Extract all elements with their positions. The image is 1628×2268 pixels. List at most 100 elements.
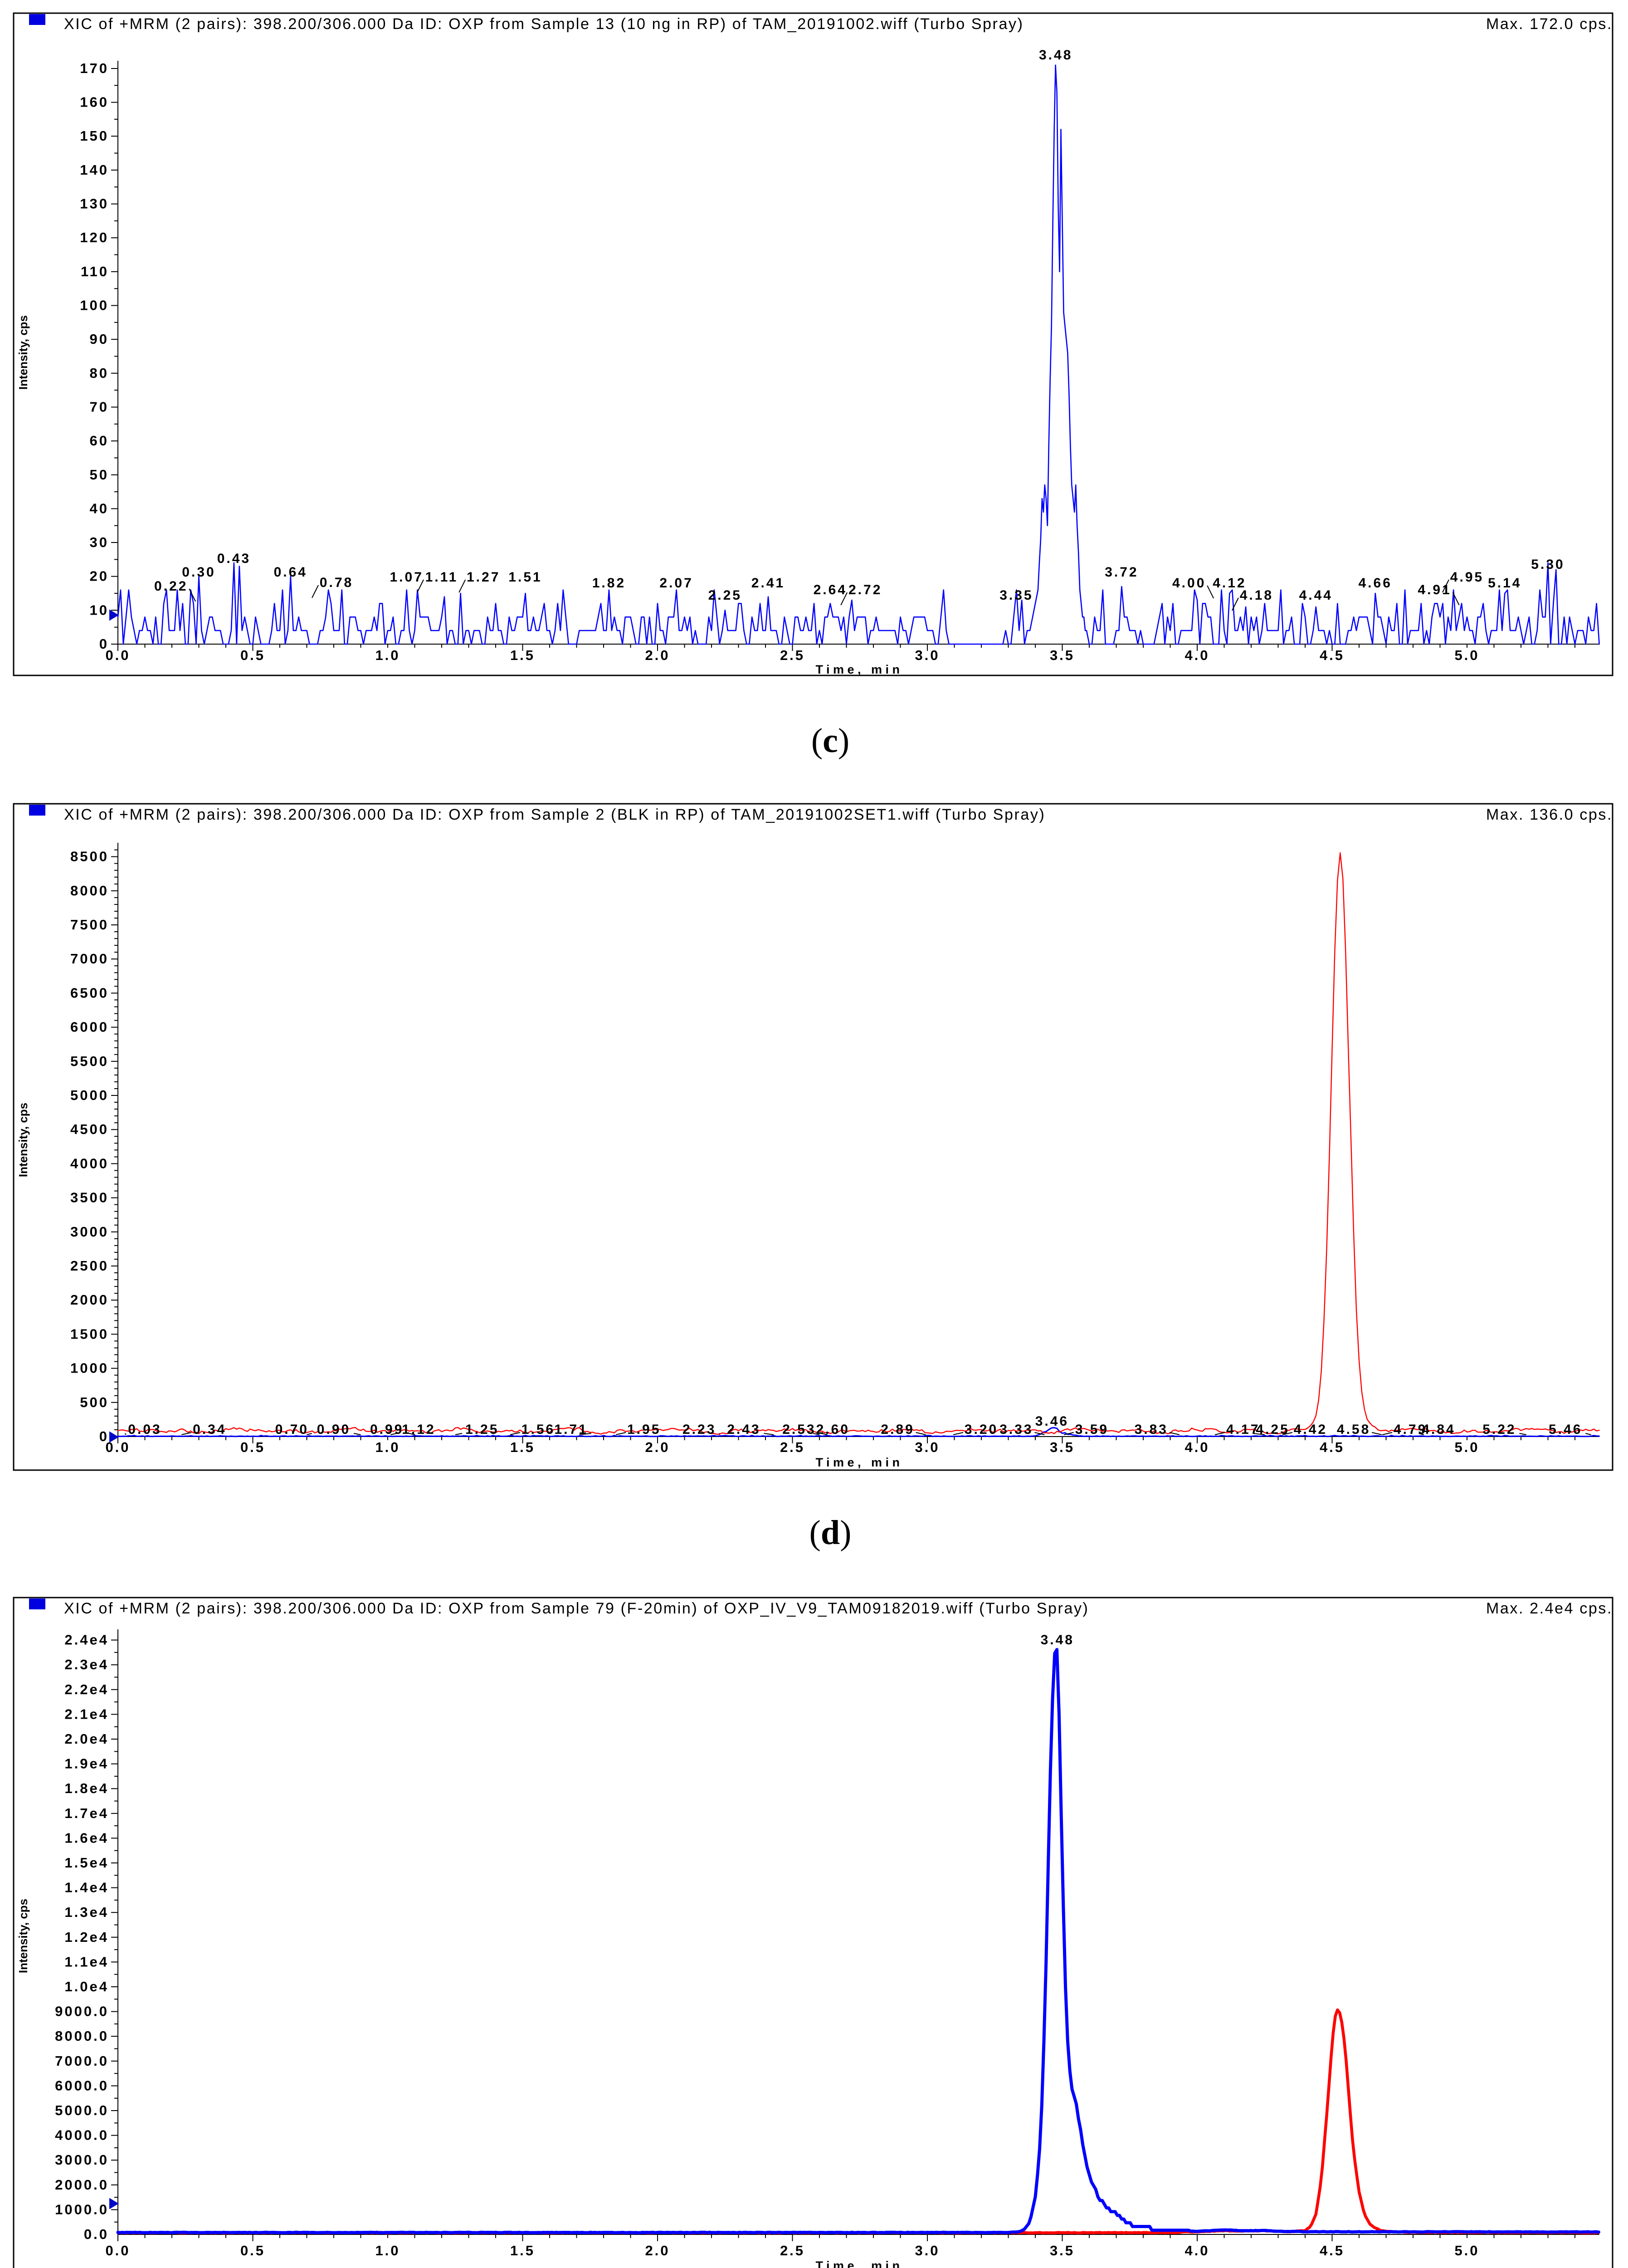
svg-text:4.58: 4.58 [1337, 1422, 1370, 1437]
svg-text:2.0: 2.0 [645, 1439, 670, 1455]
svg-text:4.79: 4.79 [1394, 1422, 1427, 1437]
svg-text:170: 170 [80, 60, 109, 76]
svg-text:1.9e4: 1.9e4 [64, 1756, 109, 1772]
svg-text:1.82: 1.82 [592, 576, 626, 591]
svg-text:2.3e4: 2.3e4 [64, 1657, 109, 1672]
svg-text:Intensity, cps: Intensity, cps [16, 1103, 30, 1177]
svg-text:4.66: 4.66 [1359, 576, 1392, 591]
svg-text:3500: 3500 [70, 1190, 109, 1206]
svg-text:1.5: 1.5 [510, 647, 535, 663]
svg-text:3.59: 3.59 [1075, 1422, 1109, 1437]
svg-text:2.60: 2.60 [816, 1422, 850, 1437]
svg-text:2500: 2500 [70, 1258, 109, 1274]
svg-text:3.0: 3.0 [915, 647, 940, 663]
svg-text:Intensity, cps: Intensity, cps [16, 315, 30, 390]
svg-text:10: 10 [90, 602, 109, 618]
svg-text:2000.0: 2000.0 [55, 2177, 109, 2193]
svg-text:5.14: 5.14 [1488, 576, 1521, 591]
svg-text:9000.0: 9000.0 [55, 2004, 109, 2019]
svg-text:0.90: 0.90 [317, 1422, 351, 1437]
svg-text:4.95: 4.95 [1450, 570, 1484, 585]
svg-text:4.12: 4.12 [1213, 576, 1246, 591]
svg-text:2.2e4: 2.2e4 [64, 1681, 109, 1697]
svg-text:1.7e4: 1.7e4 [64, 1805, 109, 1821]
svg-text:1.51: 1.51 [508, 570, 542, 585]
svg-text:1.0: 1.0 [375, 2243, 400, 2258]
svg-text:5.46: 5.46 [1549, 1422, 1582, 1437]
svg-text:1.6e4: 1.6e4 [64, 1830, 109, 1846]
svg-text:4.5: 4.5 [1320, 2243, 1345, 2258]
svg-text:0.78: 0.78 [320, 575, 353, 590]
svg-text:4.18: 4.18 [1240, 588, 1273, 603]
svg-text:8500: 8500 [70, 849, 109, 865]
svg-text:2.89: 2.89 [881, 1422, 914, 1437]
svg-text:7000: 7000 [70, 951, 109, 967]
svg-text:6000: 6000 [70, 1019, 109, 1035]
svg-text:1.27: 1.27 [467, 570, 500, 585]
svg-text:Time, min: Time, min [815, 2259, 903, 2268]
svg-text:3.5: 3.5 [1050, 2243, 1075, 2258]
svg-text:150: 150 [80, 128, 109, 144]
svg-text:2.5: 2.5 [780, 647, 805, 663]
svg-text:2.64: 2.64 [814, 582, 847, 597]
svg-text:5000.0: 5000.0 [55, 2102, 109, 2118]
svg-text:0.22: 0.22 [154, 579, 188, 594]
svg-text:1.56: 1.56 [522, 1422, 555, 1437]
svg-text:(c): (c) [811, 722, 849, 760]
svg-text:4000: 4000 [70, 1155, 109, 1171]
svg-text:2.0: 2.0 [645, 2243, 670, 2258]
svg-text:5.0: 5.0 [1454, 647, 1479, 663]
svg-text:4.0: 4.0 [1184, 2243, 1209, 2258]
svg-text:3000.0: 3000.0 [55, 2152, 109, 2168]
svg-text:4.00: 4.00 [1172, 576, 1206, 591]
svg-text:4.5: 4.5 [1320, 647, 1345, 663]
svg-text:XIC of +MRM (2 pairs): 398.200: XIC of +MRM (2 pairs): 398.200/306.000 D… [64, 1600, 1089, 1617]
svg-text:100: 100 [80, 298, 109, 313]
svg-text:1000: 1000 [70, 1360, 109, 1376]
svg-text:Time, min: Time, min [815, 1456, 903, 1469]
svg-text:5.30: 5.30 [1531, 557, 1565, 572]
svg-text:6000.0: 6000.0 [55, 2077, 109, 2093]
svg-text:1.0: 1.0 [375, 647, 400, 663]
svg-text:3.5: 3.5 [1050, 647, 1075, 663]
svg-text:3.46: 3.46 [1035, 1414, 1069, 1429]
svg-text:Intensity, cps: Intensity, cps [16, 1899, 30, 1973]
svg-text:4.84: 4.84 [1422, 1422, 1455, 1437]
svg-text:0: 0 [99, 1428, 109, 1444]
svg-text:3.5: 3.5 [1050, 1439, 1075, 1455]
svg-text:5.22: 5.22 [1482, 1422, 1516, 1437]
svg-text:0.0: 0.0 [105, 647, 130, 663]
svg-text:2.4e4: 2.4e4 [64, 1632, 109, 1648]
svg-text:4500: 4500 [70, 1121, 109, 1137]
svg-text:1.8e4: 1.8e4 [64, 1780, 109, 1796]
svg-text:20: 20 [90, 568, 109, 584]
svg-text:Max. 172.0 cps.: Max. 172.0 cps. [1486, 15, 1613, 33]
svg-text:1.25: 1.25 [465, 1422, 499, 1437]
svg-text:60: 60 [90, 433, 109, 449]
svg-text:7500: 7500 [70, 917, 109, 933]
svg-text:2.43: 2.43 [727, 1422, 760, 1437]
svg-text:4.0: 4.0 [1184, 647, 1209, 663]
svg-text:1.4e4: 1.4e4 [64, 1880, 109, 1896]
svg-text:Time, min: Time, min [815, 663, 903, 676]
svg-text:3.33: 3.33 [999, 1422, 1033, 1437]
svg-text:2.5: 2.5 [780, 2243, 805, 2258]
svg-text:1000.0: 1000.0 [55, 2201, 109, 2217]
svg-text:XIC of +MRM (2 pairs): 398.200: XIC of +MRM (2 pairs): 398.200/306.000 D… [64, 15, 1024, 33]
svg-text:140: 140 [80, 162, 109, 178]
svg-text:2.0e4: 2.0e4 [64, 1731, 109, 1747]
svg-text:0.0: 0.0 [84, 2226, 109, 2242]
svg-text:4.42: 4.42 [1294, 1422, 1327, 1437]
svg-text:4.44: 4.44 [1299, 588, 1333, 603]
svg-text:1.5: 1.5 [510, 1439, 535, 1455]
svg-text:5.0: 5.0 [1454, 1439, 1479, 1455]
svg-text:0.64: 0.64 [274, 565, 307, 580]
svg-text:Max. 2.4e4 cps.: Max. 2.4e4 cps. [1486, 1600, 1613, 1617]
svg-text:6500: 6500 [70, 985, 109, 1001]
svg-text:1.95: 1.95 [627, 1422, 661, 1437]
svg-text:120: 120 [80, 230, 109, 245]
svg-text:110: 110 [81, 264, 109, 279]
svg-text:5500: 5500 [70, 1053, 109, 1069]
svg-text:3.48: 3.48 [1041, 1633, 1074, 1647]
svg-text:8000.0: 8000.0 [55, 2028, 109, 2044]
